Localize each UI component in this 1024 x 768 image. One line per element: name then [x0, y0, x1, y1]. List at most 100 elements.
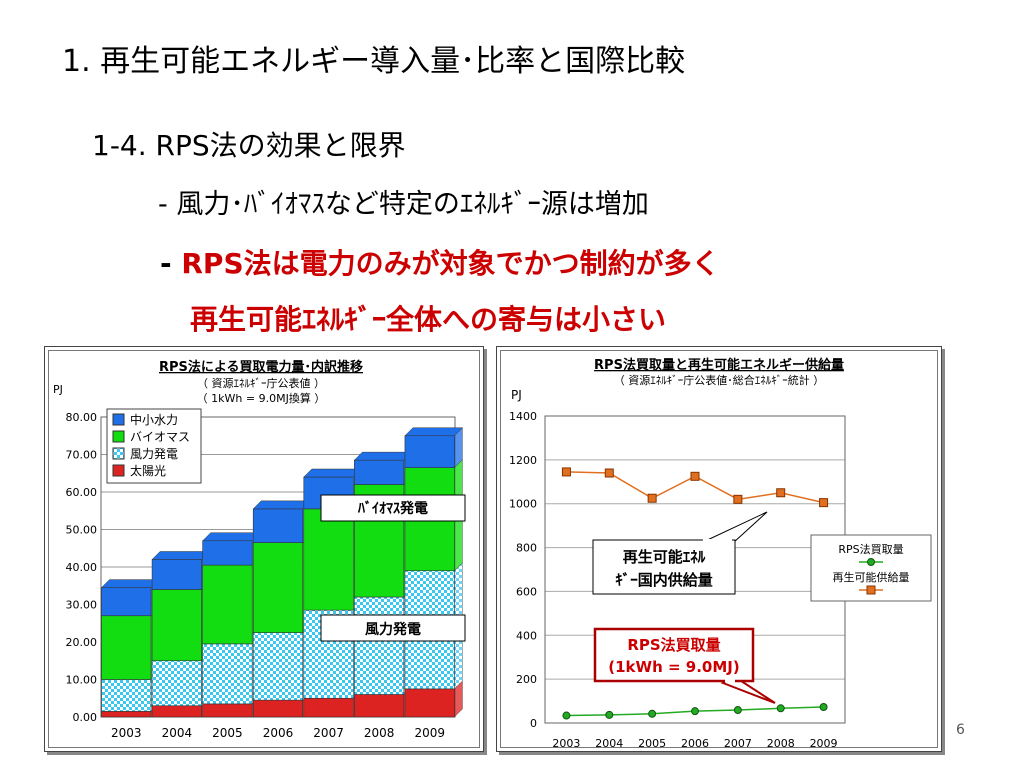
section-subtitle: 1-4. RPS法の効果と限界 [92, 129, 406, 162]
right-y-tick-label: 0 [530, 717, 537, 730]
page-number: 6 [956, 722, 965, 738]
point-supply [819, 498, 829, 508]
bar-segment [354, 596, 405, 695]
right-chart-panel: RPS法買取量と再生可能エネルギー供給量 （ 資源ｴﾈﾙｷﾞｰ庁公表値･総合ｴﾈ… [496, 346, 942, 752]
line-chart: RPS法買取量と再生可能エネルギー供給量 （ 資源ｴﾈﾙｷﾞｰ庁公表値･総合ｴﾈ… [509, 357, 932, 750]
left-y-tick-label: 40.00 [66, 561, 98, 574]
left-y-tick-label: 10.00 [66, 674, 98, 687]
left-y-unit: PJ [53, 383, 63, 396]
callout-supply-line2: ｷﾞｰ国内供給量 [615, 571, 713, 589]
bar-segment [303, 508, 354, 611]
bullet-increase: - 風力･ﾊﾞｲｵﾏｽなど特定のｴﾈﾙｷﾞｰ源は増加 [158, 189, 649, 220]
legend-rps-label: RPS法買取量 [838, 542, 903, 556]
bar-segment [101, 711, 152, 718]
right-y-tick-label: 400 [516, 629, 537, 642]
left-y-tick-label: 80.00 [66, 411, 98, 424]
point-supply [561, 467, 571, 477]
right-x-tick-label: 2004 [595, 737, 623, 750]
bar-segment [151, 705, 202, 718]
bar-top [353, 451, 413, 461]
left-x-tick-label: 2007 [313, 726, 344, 740]
callout-supply: 再生可能ｴﾈﾙ ｷﾞｰ国内供給量 [592, 511, 768, 595]
left-chart-note2: （ 1kWh = 9.0MJ換算 ） [197, 391, 326, 405]
annotation-biomass-label: ﾊﾞｲｵﾏｽ発電 [357, 500, 428, 517]
right-chart-title: RPS法買取量と再生可能エネルギー供給量 [594, 357, 844, 373]
left-y-tick-label: 50.00 [66, 524, 98, 537]
bar-segment [101, 587, 152, 617]
right-y-tick-label: 200 [516, 673, 537, 686]
legend-swatch [112, 430, 125, 443]
callout-rps: RPS法買取量 (1kWh = 9.0MJ) [593, 627, 776, 704]
right-y-tick-label: 600 [516, 585, 537, 598]
bar-segment [404, 688, 455, 718]
left-y-tick-label: 0.00 [73, 711, 98, 724]
legend-label: 太陽光 [130, 463, 166, 478]
left-x-tick-label: 2003 [111, 726, 142, 740]
bar-segment [303, 697, 354, 718]
point-rps [819, 702, 828, 711]
left-x-tick-label: 2009 [414, 726, 445, 740]
right-chart-note1: （ 資源ｴﾈﾙｷﾞｰ庁公表値･総合ｴﾈﾙｷﾞｰ統計 ） [614, 373, 825, 387]
point-rps [562, 711, 571, 720]
bar-segment [151, 589, 202, 662]
bar-top [303, 468, 362, 478]
slide-title: 1. 再生可能エネルギー導入量･比率と国際比較 [62, 44, 686, 79]
right-y-unit: PJ [511, 388, 522, 402]
left-y-tick-label: 20.00 [66, 636, 98, 649]
legend-supply-label: 再生可能供給量 [833, 570, 910, 584]
bar-top [151, 551, 211, 560]
left-chart-panel: RPS法による買取電力量･内訳推移 （ 資源ｴﾈﾙｷﾞｰ庁公表値 ） （ 1kW… [44, 346, 484, 752]
right-y-tick-label: 800 [516, 542, 537, 555]
left-y-tick-label: 70.00 [66, 449, 98, 462]
left-x-tick-label: 2004 [162, 726, 193, 740]
annotation-wind-label: 風力発電 [365, 621, 421, 638]
bar-segment [202, 643, 253, 705]
annotation-biomass: ﾊﾞｲｵﾏｽ発電 [320, 494, 466, 522]
callout-rps-line1: RPS法買取量 [627, 636, 720, 654]
bar-top [252, 500, 312, 510]
right-y-tick-label: 1400 [509, 410, 537, 423]
bar-segment [202, 703, 253, 718]
point-rps [733, 706, 742, 715]
point-supply [690, 471, 700, 481]
legend-supply-marker [866, 585, 876, 595]
bullet-dash: - [160, 247, 182, 280]
stacked-bar-chart: RPS法による買取電力量･内訳推移 （ 資源ｴﾈﾙｷﾞｰ庁公表値 ） （ 1kW… [53, 359, 466, 740]
annotation-wind: 風力発電 [320, 614, 466, 642]
point-supply [604, 468, 614, 478]
left-x-tick-label: 2008 [364, 726, 395, 740]
left-chart-title: RPS法による買取電力量･内訳推移 [159, 359, 363, 375]
legend-rps-marker [867, 558, 875, 566]
right-x-tick-label: 2005 [638, 737, 666, 750]
legend-label: バイオマス [130, 430, 190, 444]
left-chart-note1: （ 資源ｴﾈﾙｷﾞｰ庁公表値 ） [197, 376, 325, 390]
right-y-tick-label: 1200 [509, 454, 537, 467]
left-x-tick-label: 2006 [263, 726, 294, 740]
bar-segment [252, 632, 304, 701]
legend-label: 中小水力 [130, 412, 178, 427]
bar-segment [101, 679, 152, 712]
bar-top [202, 532, 261, 541]
right-x-tick-label: 2009 [810, 737, 838, 750]
legend-swatch [112, 447, 125, 460]
bar-segment [252, 699, 304, 718]
point-rps [605, 710, 614, 719]
right-x-tick-label: 2006 [681, 737, 709, 750]
right-legend: RPS法買取量 再生可能供給量 [810, 534, 932, 602]
left-y-tick-label: 60.00 [66, 486, 98, 499]
left-y-tick-label: 30.00 [66, 599, 98, 612]
point-rps [776, 704, 785, 713]
bar-segment [202, 564, 253, 645]
left-x-tick-label: 2005 [212, 726, 243, 740]
bar-segment [202, 540, 253, 566]
legend-swatch [112, 413, 125, 426]
bar-segment [354, 694, 405, 718]
legend-swatch [112, 464, 125, 477]
point-supply [776, 488, 786, 498]
point-supply [733, 494, 743, 504]
point-supply [647, 493, 657, 503]
right-x-tick-label: 2003 [552, 737, 580, 750]
bar-segment [252, 542, 304, 633]
bar-segment [354, 459, 405, 485]
